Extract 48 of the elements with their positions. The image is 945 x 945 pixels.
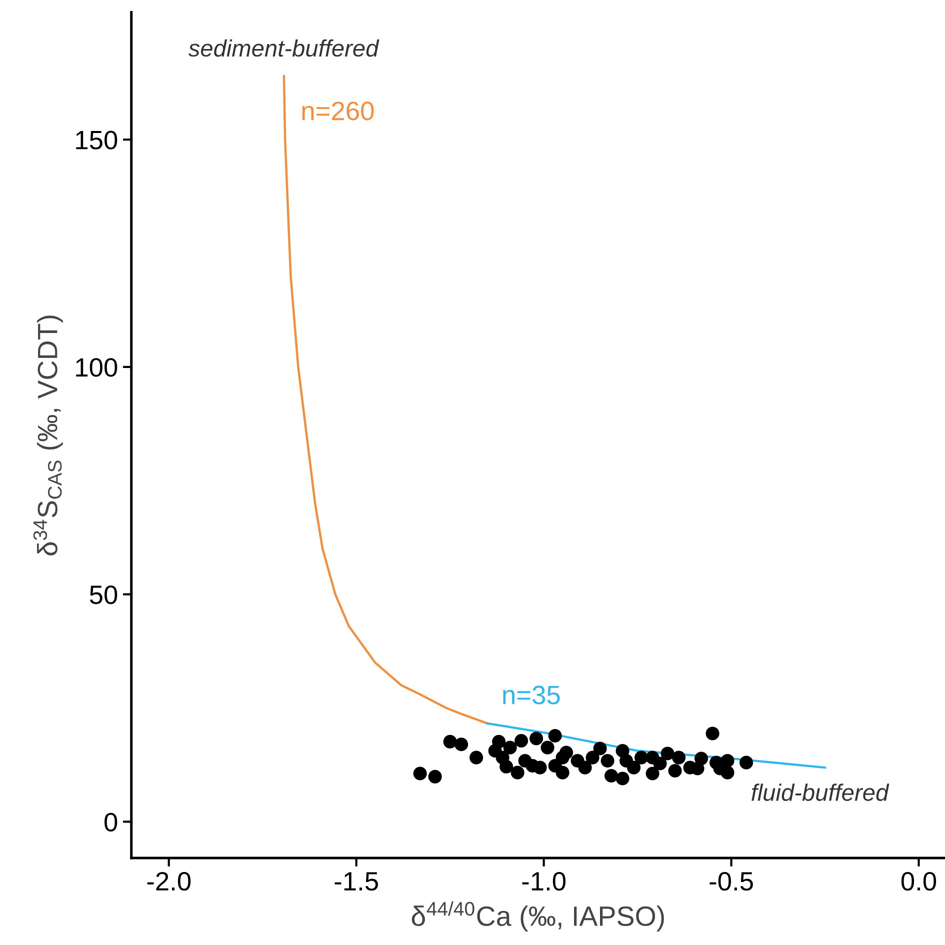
point	[653, 756, 667, 770]
y-tick-label: 150	[76, 130, 118, 150]
point	[646, 766, 660, 780]
x-tick-label: -2.0	[147, 872, 191, 891]
point	[510, 766, 524, 780]
x-tick-label: -1.5	[334, 872, 378, 891]
point	[740, 756, 754, 770]
y-axis-title: δ$^{34}$S$_{CAS}$ (‰, VCDT)	[33, 316, 63, 556]
point	[586, 750, 600, 764]
point	[413, 766, 427, 780]
point	[548, 728, 562, 743]
point	[660, 746, 674, 760]
point	[616, 772, 630, 786]
point	[604, 768, 618, 783]
point	[488, 744, 502, 758]
annotation: fluid-buffered	[752, 784, 890, 801]
point	[706, 726, 720, 740]
line-series	[486, 722, 826, 769]
x-tick-label: -0.5	[710, 872, 753, 891]
point	[470, 750, 484, 764]
point	[540, 740, 554, 754]
point	[443, 734, 457, 748]
x-tick-label: 0.0	[901, 872, 936, 891]
point	[548, 758, 562, 773]
point	[672, 750, 686, 764]
y-tick-label: 100	[76, 358, 118, 377]
point	[694, 752, 708, 766]
x-tick-label: -1.0	[522, 872, 566, 891]
point	[500, 760, 514, 774]
point	[634, 750, 648, 764]
point	[503, 740, 517, 754]
point	[526, 758, 540, 773]
y-tick-label: 0	[104, 812, 118, 832]
point	[593, 742, 607, 756]
series-label: n=260	[302, 102, 374, 120]
point	[668, 764, 682, 778]
y-tick-label: 50	[90, 585, 118, 604]
point	[428, 770, 442, 784]
point	[620, 754, 634, 768]
point	[530, 732, 544, 746]
x-axis-title: δ$^{44/40}$Ca (‰, IAPSO)	[412, 901, 664, 932]
point	[600, 754, 614, 768]
annotation: sediment-buffered	[188, 39, 380, 57]
series-label: n=35	[503, 686, 560, 704]
line-series	[282, 74, 489, 725]
point	[514, 734, 528, 748]
point	[454, 738, 468, 752]
point	[578, 760, 592, 774]
